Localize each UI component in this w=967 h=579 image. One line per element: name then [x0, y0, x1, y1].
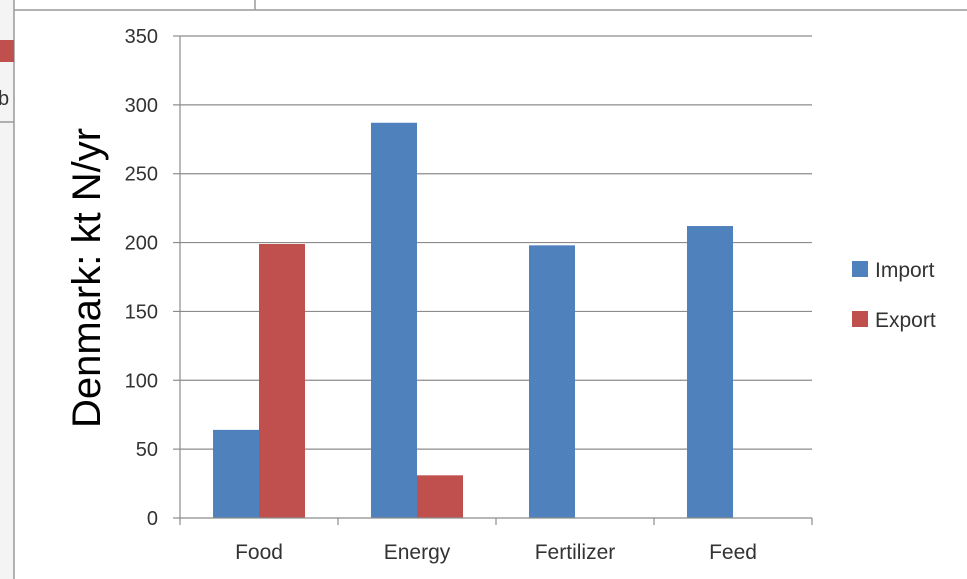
bars [213, 122, 733, 518]
x-category-label: Fertilizer [535, 541, 616, 564]
bar-import-energy [371, 122, 417, 518]
legend: Import Export [852, 259, 936, 332]
bar-export-energy [417, 475, 463, 518]
bar-import-fertilizer [529, 245, 575, 518]
y-tick-label: 100 [125, 370, 158, 392]
y-tick-labels: 0 50 100 150 200 250 300 350 [125, 26, 158, 530]
bar-import-food [213, 429, 259, 518]
background-partial-text: bo [0, 88, 10, 110]
x-category-label: Energy [384, 541, 451, 564]
bar-export-food [259, 243, 305, 518]
background-red-swatch [0, 40, 14, 62]
legend-swatch-import [852, 261, 868, 277]
y-tick-label: 300 [125, 95, 158, 117]
background-window-edge [0, 0, 14, 579]
bar-import-feed [687, 226, 733, 518]
y-tick-label: 0 [147, 508, 158, 530]
x-category-label: Feed [709, 541, 757, 564]
legend-label-export: Export [875, 309, 936, 332]
legend-label-import: Import [875, 259, 935, 282]
x-category-label: Food [235, 541, 283, 564]
y-tick-label: 150 [125, 301, 158, 323]
y-axis-label: Denmark: kt N/yr [65, 128, 109, 428]
y-tick-label: 200 [125, 233, 158, 255]
y-tick-label: 350 [125, 26, 158, 48]
y-tick-label: 250 [125, 164, 158, 186]
legend-swatch-export [852, 311, 868, 327]
x-category-labels: Food Energy Fertilizer Feed [235, 541, 757, 564]
axes [179, 36, 813, 525]
y-tick-label: 50 [136, 439, 158, 461]
